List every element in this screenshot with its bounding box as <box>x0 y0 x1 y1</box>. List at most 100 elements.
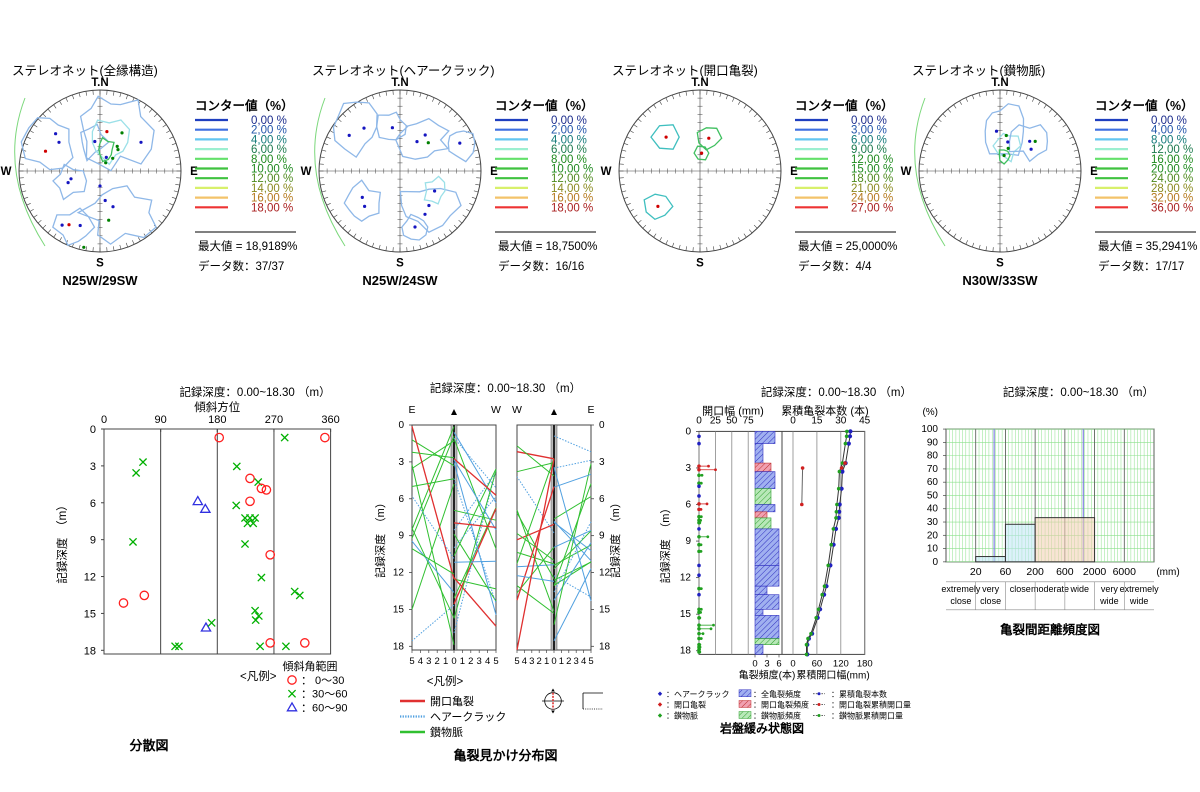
svg-text:9: 9 <box>90 535 96 547</box>
svg-text:ステレオネット(開口亀裂): ステレオネット(開口亀裂) <box>612 64 758 78</box>
svg-text:180: 180 <box>857 658 873 669</box>
svg-text:1: 1 <box>544 656 549 667</box>
svg-text:1: 1 <box>443 656 448 667</box>
svg-text:T.N: T.N <box>91 77 108 89</box>
svg-text:18: 18 <box>680 646 692 657</box>
svg-text:very: very <box>1101 584 1119 594</box>
svg-text:最大値 = 35,2941%: 最大値 = 35,2941% <box>1098 239 1197 253</box>
svg-text:0: 0 <box>398 420 404 431</box>
svg-text:最大値 = 25,0000%: 最大値 = 25,0000% <box>798 239 897 253</box>
svg-text:18: 18 <box>84 645 96 657</box>
svg-text:180: 180 <box>208 414 226 426</box>
svg-text:6: 6 <box>776 658 781 669</box>
svg-text:：開口亀裂: ：開口亀裂 <box>666 700 706 710</box>
svg-text:0: 0 <box>551 656 556 667</box>
svg-text:(%): (%) <box>922 407 938 418</box>
svg-text:3: 3 <box>426 656 431 667</box>
svg-text:ステレオネット(ヘアークラック): ステレオネット(ヘアークラック) <box>312 64 495 78</box>
svg-text:18: 18 <box>599 641 611 652</box>
svg-text:：鑚物脈: ：鑚物脈 <box>666 711 698 721</box>
svg-text:N25W/29SW: N25W/29SW <box>62 273 138 288</box>
svg-text:開口亀裂: 開口亀裂 <box>430 694 474 708</box>
svg-text:W: W <box>601 166 612 178</box>
svg-text:9: 9 <box>398 531 404 542</box>
svg-text:10: 10 <box>927 544 939 555</box>
svg-text:：開口亀裂頻度: ：開口亀裂頻度 <box>753 700 809 710</box>
svg-text:0: 0 <box>599 420 605 431</box>
svg-text:70: 70 <box>927 464 939 475</box>
svg-text:200: 200 <box>1026 566 1044 578</box>
svg-text:extremely: extremely <box>941 584 981 594</box>
svg-text:12: 12 <box>599 568 611 579</box>
svg-text:extremely: extremely <box>1120 584 1160 594</box>
svg-text:最大値 = 18,7500%: 最大値 = 18,7500% <box>498 239 597 253</box>
svg-text:T.N: T.N <box>391 77 408 89</box>
svg-text:0: 0 <box>752 658 757 669</box>
svg-text:80: 80 <box>927 451 939 462</box>
svg-text:0: 0 <box>790 415 796 426</box>
svg-text:120: 120 <box>833 658 849 669</box>
svg-text:60: 60 <box>1000 566 1012 578</box>
svg-text:：鑚物脈頻度: ：鑚物脈頻度 <box>753 711 801 721</box>
svg-text:60: 60 <box>927 477 939 488</box>
svg-text:W: W <box>1 166 12 178</box>
svg-text:2: 2 <box>537 656 542 667</box>
svg-text:60: 60 <box>812 658 823 669</box>
svg-text:3: 3 <box>764 658 769 669</box>
svg-text:30: 30 <box>927 517 939 528</box>
svg-text:15: 15 <box>811 415 823 426</box>
svg-text:close: close <box>950 596 971 606</box>
svg-text:T.N: T.N <box>991 77 1008 89</box>
svg-text:コンター値（%）: コンター値（%） <box>195 98 294 113</box>
svg-text:W: W <box>491 404 501 416</box>
svg-text:90: 90 <box>927 437 939 448</box>
svg-text:S: S <box>396 258 404 270</box>
svg-text:亀裂間距離頻度図: 亀裂間距離頻度図 <box>1000 622 1100 637</box>
svg-text:E: E <box>587 404 594 416</box>
svg-text:データ数：37/37: データ数：37/37 <box>198 259 284 273</box>
svg-text:記録深度：0.00~18.30 （m）: 記録深度：0.00~18.30 （m） <box>761 385 912 399</box>
svg-text:： 0～30: ： 0～30 <box>301 675 344 687</box>
svg-text:E: E <box>408 404 415 416</box>
svg-text:270: 270 <box>265 414 283 426</box>
svg-text:moderate: moderate <box>1031 584 1069 594</box>
svg-text:ステレオネット(鑚物脈): ステレオネット(鑚物脈) <box>912 64 1045 78</box>
svg-text:0: 0 <box>101 414 107 426</box>
svg-text:5: 5 <box>588 656 593 667</box>
svg-text:wide: wide <box>1129 596 1149 606</box>
svg-text:1: 1 <box>460 656 465 667</box>
svg-text:記録深度 （m）: 記録深度 （m） <box>608 497 622 578</box>
svg-text:40: 40 <box>927 504 939 515</box>
svg-text:wide: wide <box>1099 596 1119 606</box>
svg-text:累積開口幅(mm): 累積開口幅(mm) <box>796 668 869 681</box>
svg-text:最大値 = 18,9189%: 最大値 = 18,9189% <box>198 239 297 253</box>
svg-text:：60～90: ：60～90 <box>301 702 347 714</box>
svg-text:ヘアークラック: ヘアークラック <box>430 711 506 724</box>
svg-text:45: 45 <box>859 415 871 426</box>
svg-text:記録深度 （m）: 記録深度 （m） <box>658 503 672 584</box>
svg-text:18: 18 <box>393 641 405 652</box>
svg-text:：鑚物脈累積開口量: ：鑚物脈累積開口量 <box>831 711 903 721</box>
svg-text:<凡例>: <凡例> <box>427 674 464 688</box>
svg-text:N25W/24SW: N25W/24SW <box>362 273 438 288</box>
svg-text:close: close <box>1010 584 1031 594</box>
svg-text:100: 100 <box>921 424 938 435</box>
svg-text:2: 2 <box>566 656 571 667</box>
svg-text:0: 0 <box>451 656 456 667</box>
svg-text:6: 6 <box>90 498 96 510</box>
svg-text:36,00 %: 36,00 % <box>1151 202 1193 214</box>
svg-text:データ数：4/4: データ数：4/4 <box>798 259 872 273</box>
svg-text:9: 9 <box>685 536 691 547</box>
svg-text:記録深度：0.00~18.30 （m）: 記録深度：0.00~18.30 （m） <box>1003 385 1154 399</box>
svg-text:0: 0 <box>696 415 702 426</box>
svg-text:0: 0 <box>685 426 691 437</box>
svg-text:記録深度 （m）: 記録深度 （m） <box>55 499 69 583</box>
svg-text:6000: 6000 <box>1113 566 1137 578</box>
svg-text:亀裂頻度(本): 亀裂頻度(本) <box>739 668 796 681</box>
svg-text:75: 75 <box>743 415 755 426</box>
svg-text:30: 30 <box>835 415 847 426</box>
svg-text:4: 4 <box>418 656 423 667</box>
svg-text:9: 9 <box>599 531 605 542</box>
svg-text:3: 3 <box>529 656 534 667</box>
svg-text:データ数：17/17: データ数：17/17 <box>1098 259 1184 273</box>
